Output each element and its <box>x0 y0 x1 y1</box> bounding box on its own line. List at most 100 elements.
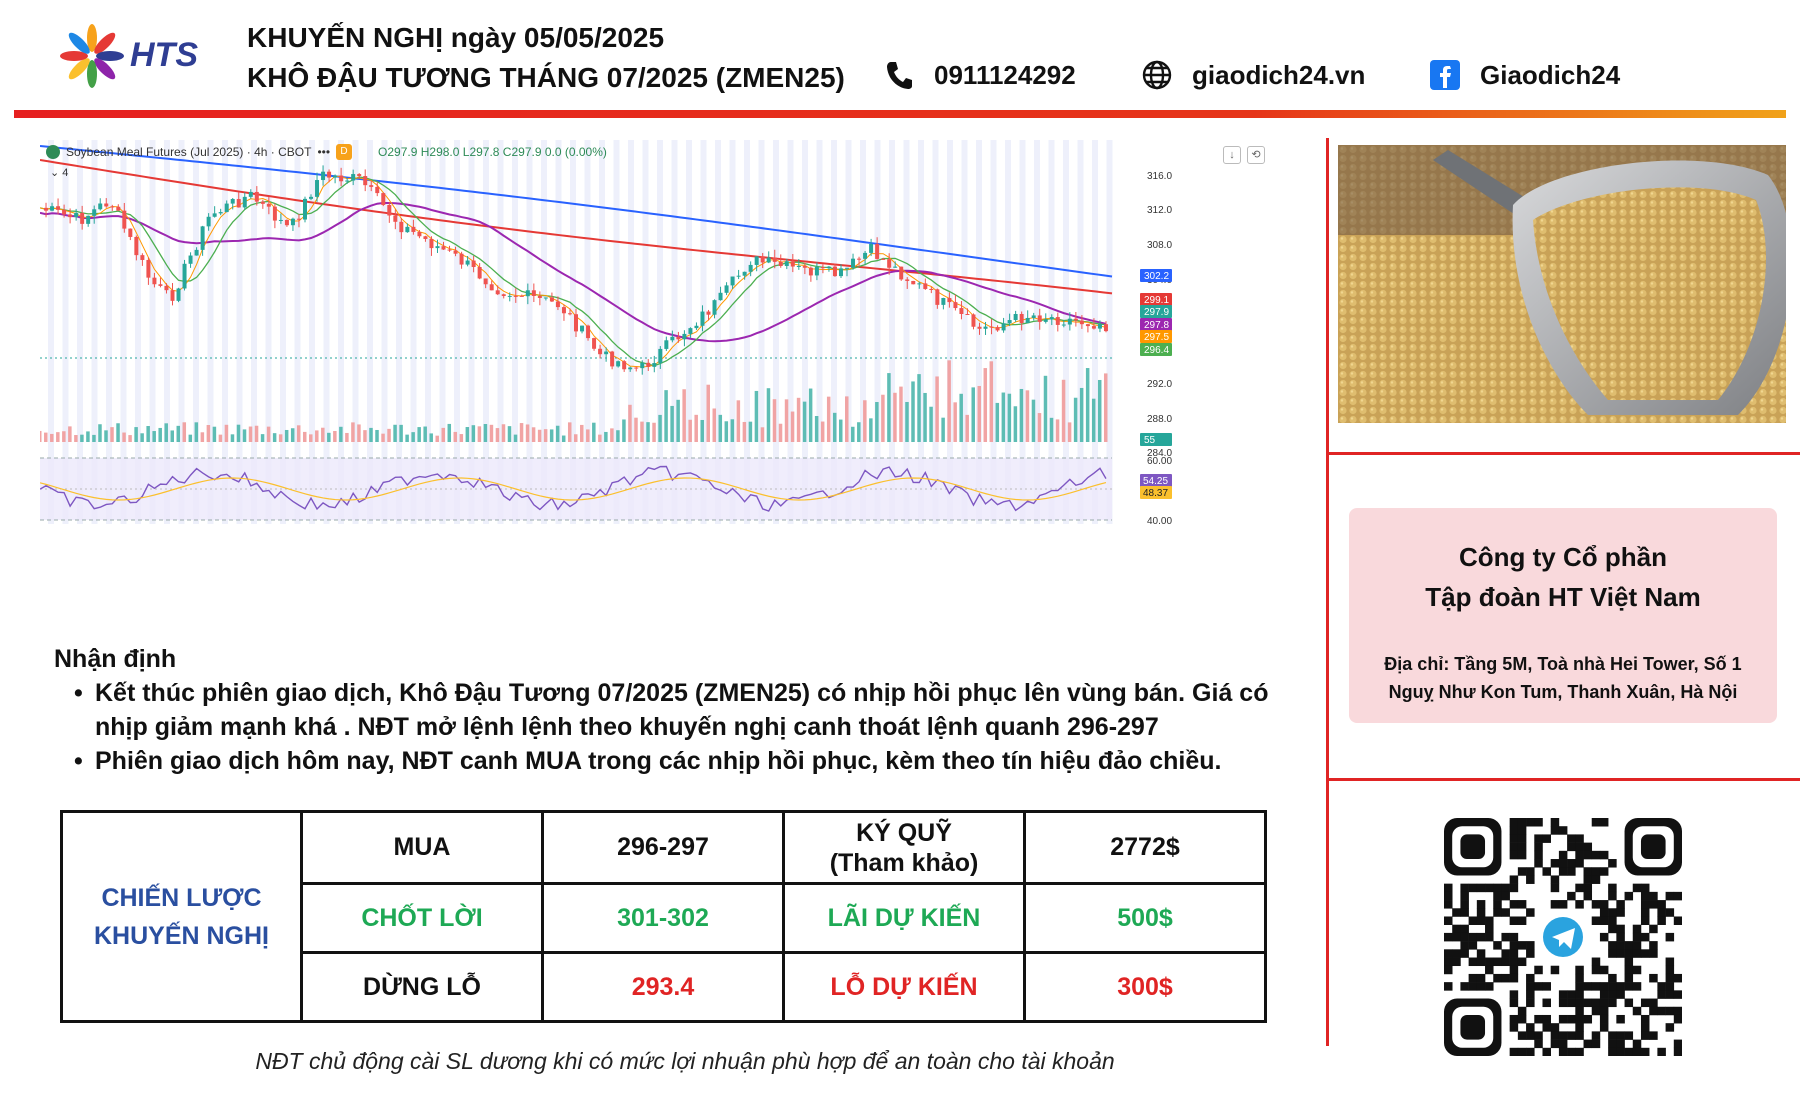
candle-body <box>212 213 217 217</box>
volume-bar <box>832 412 837 442</box>
volume-bar <box>501 424 506 442</box>
take-profit-label: CHỐT LỜI <box>300 882 544 954</box>
volume-bar <box>62 431 66 442</box>
volume-bar <box>796 397 801 442</box>
facebook-name: Giaodich24 <box>1480 59 1621 90</box>
price-tick-label: 308.0 <box>1147 240 1172 251</box>
volume-bar <box>399 424 403 442</box>
candle-body <box>122 210 127 229</box>
volume-bar <box>1049 417 1054 442</box>
volume-bar <box>453 431 458 442</box>
candle-body <box>302 198 307 220</box>
volume-bar <box>110 427 114 442</box>
candle-body <box>278 219 283 221</box>
company-address: Địa chỉ: Tầng 5M, Toà nhà Hei Tower, Số … <box>1384 654 1742 702</box>
indicator-collapse[interactable]: ⌄ 4 <box>50 167 69 179</box>
candle-body <box>802 265 807 268</box>
facebook-link[interactable]: Giaodich24 <box>1428 58 1620 92</box>
volume-bar <box>519 423 524 442</box>
price-badge-label: 299.1 <box>1144 295 1169 306</box>
candle-body <box>146 259 151 278</box>
candle-body <box>321 171 326 181</box>
candle-body <box>441 246 446 250</box>
volume-bar <box>959 393 963 442</box>
volume-bar <box>146 426 150 442</box>
candle-body <box>519 295 524 297</box>
candle-body <box>778 261 783 266</box>
candle-body <box>959 308 964 314</box>
price-tick-label: 312.0 <box>1147 205 1172 216</box>
volume-bar <box>983 368 988 442</box>
candle-body <box>1019 313 1024 324</box>
candle-body <box>44 207 49 211</box>
volume-bar <box>1007 393 1012 442</box>
volume-bar <box>1037 413 1042 442</box>
candle-body <box>537 295 542 298</box>
phone-contact[interactable]: 0911124292 <box>882 58 1076 92</box>
candle-body <box>423 236 428 239</box>
volume-bar <box>941 417 945 442</box>
volume-bar <box>260 434 265 442</box>
candle-body <box>176 288 181 301</box>
volume-bar <box>1103 373 1108 442</box>
volume-bar <box>230 434 235 442</box>
reset-icon[interactable]: ⟲ <box>1247 146 1265 164</box>
candle-body <box>447 249 452 251</box>
candle-body <box>327 171 332 178</box>
candle-body <box>790 261 795 267</box>
volume-bar <box>206 424 211 442</box>
candle-body <box>640 362 645 369</box>
price-chart[interactable]: 316.0312.0308.0304.0300.0296.0292.0288.0… <box>38 140 1305 610</box>
candle-body <box>1067 318 1072 325</box>
candle-body <box>941 297 946 305</box>
volume-bar <box>537 429 542 442</box>
volume-bar <box>652 422 656 442</box>
candle-body <box>706 311 711 315</box>
price-badge <box>1140 269 1172 282</box>
candle-body <box>236 199 241 208</box>
volume-bar <box>393 424 397 442</box>
volume-bar <box>700 419 704 442</box>
qr-finder <box>1624 818 1682 876</box>
strategy-label: CHIẾN LƯỢC KHUYẾN NGHỊ <box>60 810 303 1023</box>
volume-bar <box>953 402 957 442</box>
qr-code[interactable] <box>1444 818 1683 1057</box>
volume-bar <box>778 423 783 442</box>
volume-bar <box>923 392 927 442</box>
volume-bar <box>495 428 500 442</box>
candle-body <box>369 185 374 187</box>
volume-bar <box>875 402 879 442</box>
volume-bar <box>194 422 199 442</box>
candle-body <box>68 214 73 218</box>
candle-body <box>658 348 663 364</box>
candle-body <box>128 228 133 237</box>
delayed-badge-icon: D <box>336 144 353 160</box>
volume-bar <box>417 427 421 442</box>
exchange-icon <box>46 145 60 159</box>
volume-bar <box>507 426 512 442</box>
candle-body <box>730 276 735 286</box>
candle-body <box>694 325 699 329</box>
candle-body <box>230 199 235 204</box>
scroll-down-icon[interactable]: ↓ <box>1223 146 1241 164</box>
vertical-divider <box>1326 138 1329 1046</box>
candle-body <box>260 201 265 204</box>
volume-bar <box>1019 388 1024 442</box>
ma-red-line <box>39 159 1113 295</box>
candle-body <box>911 280 916 285</box>
volume-bar <box>98 424 102 442</box>
website-link[interactable]: giaodich24.vn <box>1140 58 1365 92</box>
volume-bar <box>808 388 813 442</box>
volume-bar <box>567 422 572 442</box>
candle-body <box>248 191 253 197</box>
candle-body <box>989 326 994 328</box>
volume-bar <box>164 423 168 442</box>
volume-bar <box>531 427 536 442</box>
ma-blue-line <box>39 145 1113 278</box>
candle-body <box>688 328 693 334</box>
analysis-section: Nhận định Kết thúc phiên giao dịch, Khô … <box>54 645 1314 778</box>
facebook-icon <box>1428 58 1462 92</box>
volume-bar <box>640 421 644 442</box>
candle-body <box>188 255 193 264</box>
volume-bar <box>706 384 710 442</box>
